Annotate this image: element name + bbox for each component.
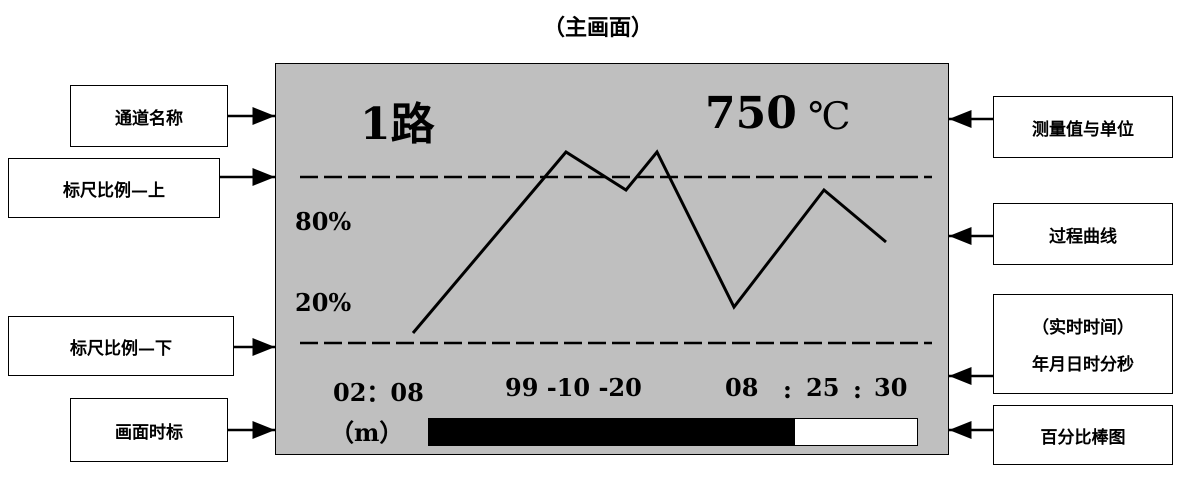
scale-upper-percent: 80% [295, 207, 352, 236]
main-screen-panel [275, 63, 949, 455]
unit-label: ℃ [808, 94, 851, 138]
label-channel-name: 通道名称 [70, 85, 228, 147]
page-caption: （主画面） [542, 15, 653, 41]
label-process-curve: 过程曲线 [993, 203, 1173, 265]
scale-lower-percent: 20% [295, 288, 352, 317]
label-realtime-time-detail: 年月日时分秒 [1032, 355, 1134, 375]
percent-bar-fill [429, 419, 795, 445]
channel-name-value: 1路 [360, 99, 435, 150]
label-screen-time-scale: 画面时标 [70, 398, 228, 462]
time-scale-value: 02：08 [333, 378, 424, 407]
label-realtime-time: （实时时间） 年月日时分秒 [993, 294, 1173, 394]
time-scale-unit: （m） [330, 418, 404, 447]
clock-separator: : [853, 375, 862, 404]
percent-bar [428, 418, 918, 446]
label-measured-value-unit: 测量值与单位 [993, 96, 1173, 158]
label-scale-upper: 标尺比例—上 [8, 158, 220, 218]
clock-hour: 08 [725, 373, 759, 402]
clock-separator: : [783, 375, 792, 404]
clock-second: 30 [874, 373, 908, 402]
process-curve-line [411, 149, 887, 334]
measured-value: 750 [705, 88, 797, 139]
clock-minute: 25 [806, 373, 840, 402]
date-value: 99 -10 -20 [505, 373, 642, 402]
label-scale-lower: 标尺比例—下 [8, 316, 234, 376]
label-percent-bar: 百分比棒图 [993, 405, 1173, 465]
label-realtime-time-title: （实时时间） [1032, 318, 1134, 338]
